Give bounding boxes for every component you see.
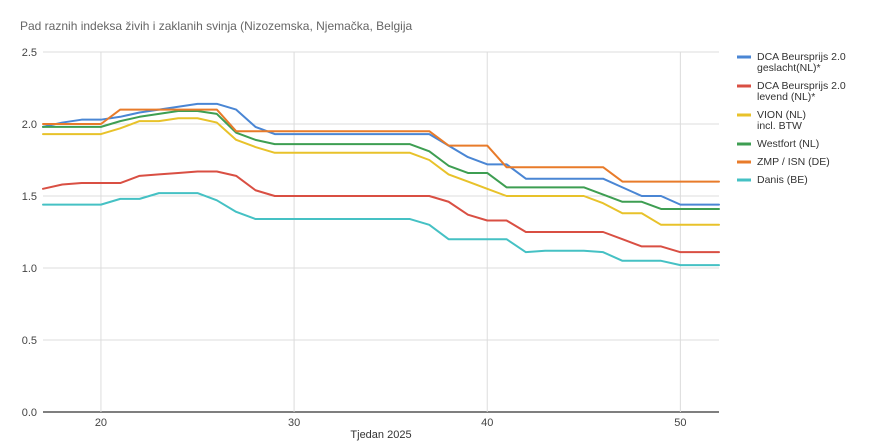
x-tick-label: 20 [95,417,107,429]
legend-label: Westfort (NL) [757,138,819,150]
series-line-3 [42,110,720,210]
legend-item-3[interactable]: Westfort (NL) [737,138,819,150]
legend-item-4[interactable]: ZMP / ISN (DE) [737,156,830,168]
legend-label: DCA Beursprijs 2.0 [757,51,846,63]
x-tick-label: 40 [481,417,493,429]
legend-item-5[interactable]: Danis (BE) [737,174,808,186]
series-line-1 [42,170,720,254]
y-tick-label: 0.0 [22,407,37,419]
series-line-2 [42,117,720,226]
y-tick-label: 1.0 [22,263,37,275]
grid-layer [43,51,719,413]
y-tick-label: 2.0 [22,119,37,131]
series-line-0 [42,102,720,206]
legend-label: geslacht(NL)* [757,62,821,74]
y-tick-label: 2.5 [22,47,37,59]
legend-label: VION (NL) [757,109,806,121]
legend-label: incl. BTW [757,120,802,132]
series-line-5 [42,192,720,267]
legend-label: levend (NL)* [757,91,815,103]
x-tick-label: 30 [288,417,300,429]
legend-label: ZMP / ISN (DE) [757,156,830,168]
legend-label: Danis (BE) [757,174,808,186]
series-line-4 [42,108,720,183]
y-tick-label: 0.5 [22,335,37,347]
legend-item-2[interactable]: VION (NL)incl. BTW [737,109,806,132]
x-tick-label: 50 [674,417,686,429]
chart-title: Pad raznih indeksa živih i zaklanih svin… [20,19,413,33]
x-axis-title: Tjedan 2025 [350,429,411,441]
axis-layer: 0.0 0.5 1.0 1.5 2.0 2.5 20 30 40 50 Tjedan 2025 [22,47,687,441]
series-layer [42,102,720,267]
legend-label: DCA Beursprijs 2.0 [757,80,846,92]
y-tick-label: 1.5 [22,191,37,203]
